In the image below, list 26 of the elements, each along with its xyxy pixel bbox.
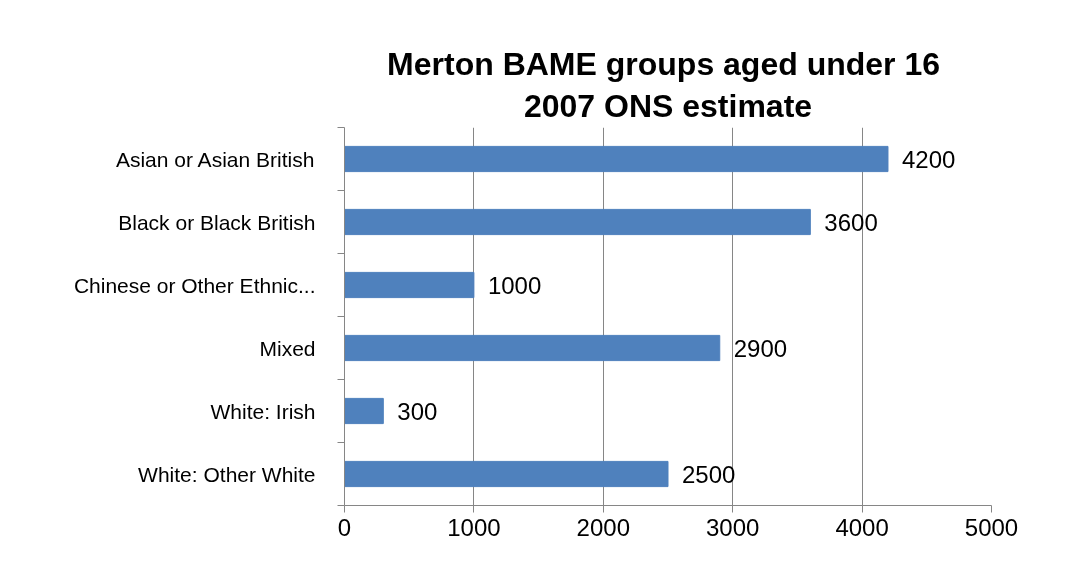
data-label: 1000	[487, 271, 542, 299]
y-tick-label: White: Other White	[138, 462, 316, 486]
data-label: 300	[397, 397, 438, 425]
bar	[344, 334, 721, 362]
x-tick-label: 5000	[964, 513, 1019, 541]
bar	[344, 460, 669, 488]
bar	[344, 145, 889, 173]
bar	[344, 208, 811, 236]
y-tick-label: Mixed	[259, 336, 316, 360]
y-tick-label: Chinese or Other Ethnic...	[73, 273, 316, 297]
x-tick-label: 1000	[447, 513, 501, 541]
y-tick-label: White: Irish	[210, 399, 316, 423]
bar	[344, 271, 475, 299]
x-tick-label: 4000	[835, 513, 889, 541]
y-tick-label: Asian or Asian British	[115, 147, 315, 171]
y-tick-label: Black or Black British	[118, 210, 316, 234]
bar	[344, 397, 384, 425]
data-label: 3600	[824, 208, 878, 236]
chart-title: Merton BAME groups aged under 16	[387, 45, 941, 82]
data-label: 2500	[682, 460, 736, 488]
data-label: 2900	[733, 334, 788, 362]
x-tick-label: 3000	[706, 513, 760, 541]
x-tick-label: 0	[337, 513, 352, 541]
chart-subtitle: 2007 ONS estimate	[523, 87, 813, 124]
x-tick-label: 2000	[576, 513, 630, 541]
data-label: 4200	[901, 145, 956, 173]
